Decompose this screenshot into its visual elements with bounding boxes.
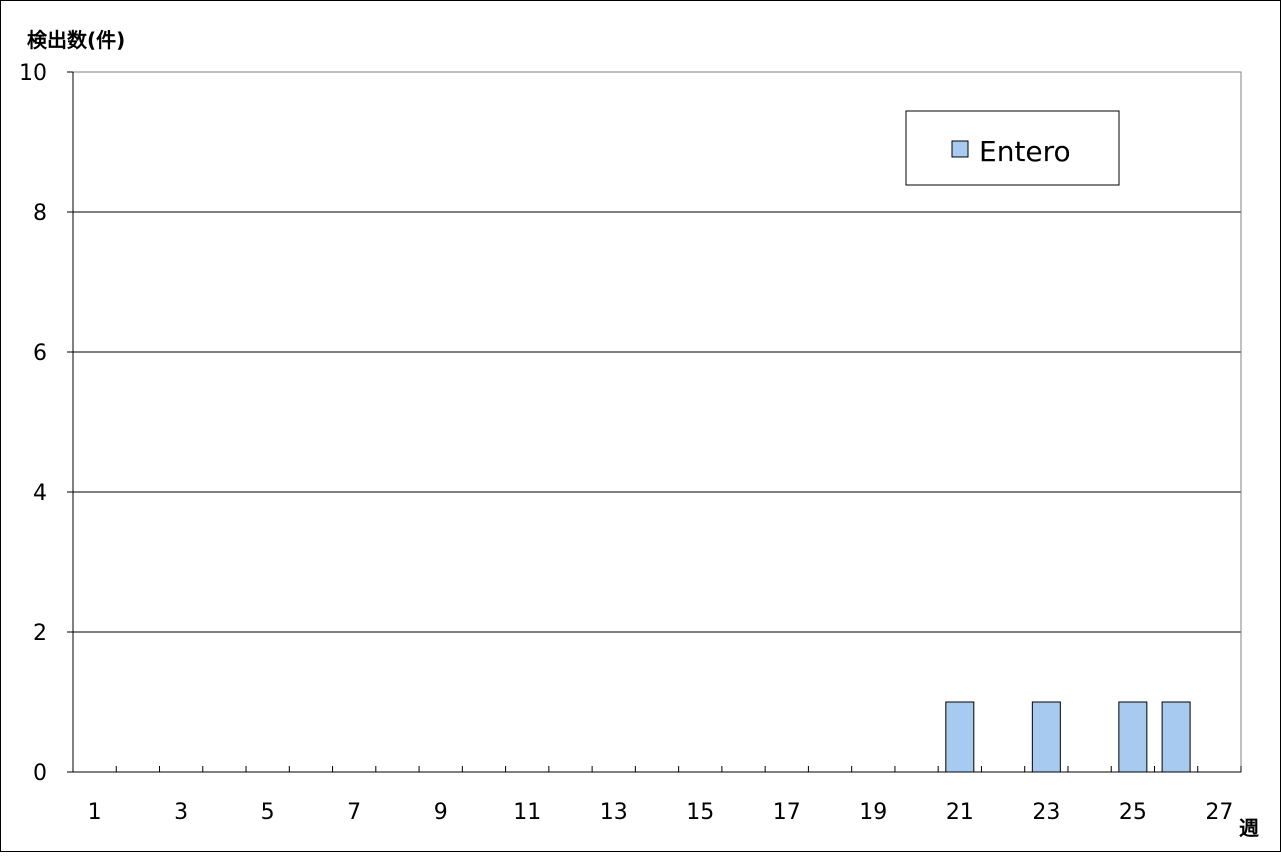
x-tick-label: 13 <box>600 800 628 825</box>
x-tick-label: 19 <box>859 800 887 825</box>
bar-week-26 <box>1161 701 1191 773</box>
x-tick-label: 7 <box>347 800 361 825</box>
x-tick-label: 17 <box>773 800 801 825</box>
x-axis-title: 週 <box>1239 816 1259 840</box>
x-tick-label: 21 <box>946 800 974 825</box>
x-tick-label: 3 <box>174 800 188 825</box>
x-tick-label: 27 <box>1205 800 1233 825</box>
x-tick-label: 15 <box>686 800 714 825</box>
x-tick-labels: 1 3 5 7 9 11 13 15 17 19 21 23 25 27 <box>88 800 1234 825</box>
y-tick-label: 4 <box>33 481 47 506</box>
legend-box <box>905 110 1120 186</box>
x-tick-label: 9 <box>434 800 448 825</box>
y-tick-label: 0 <box>33 761 47 786</box>
bar-week-21 <box>945 701 975 773</box>
legend-swatch-entero <box>951 140 969 158</box>
y-tick-label: 10 <box>19 61 47 86</box>
legend-label-entero: Entero <box>979 135 1071 168</box>
y-tick-label: 8 <box>33 201 47 226</box>
bar-week-23 <box>1031 701 1061 773</box>
bars <box>945 701 1191 773</box>
y-tick-label: 6 <box>33 341 47 366</box>
x-tick-label: 11 <box>513 800 541 825</box>
x-tick-label: 25 <box>1119 800 1147 825</box>
bar-week-25 <box>1118 701 1148 773</box>
axes <box>67 71 1242 773</box>
x-tick-label: 5 <box>261 800 275 825</box>
y-tick-label: 2 <box>33 621 47 646</box>
y-tick-labels: 0 2 4 6 8 10 <box>19 61 47 786</box>
y-axis-title: 検出数(件) <box>27 28 125 52</box>
legend: Entero <box>905 110 1120 186</box>
x-tick-label: 1 <box>88 800 102 825</box>
x-tick-label: 23 <box>1032 800 1060 825</box>
